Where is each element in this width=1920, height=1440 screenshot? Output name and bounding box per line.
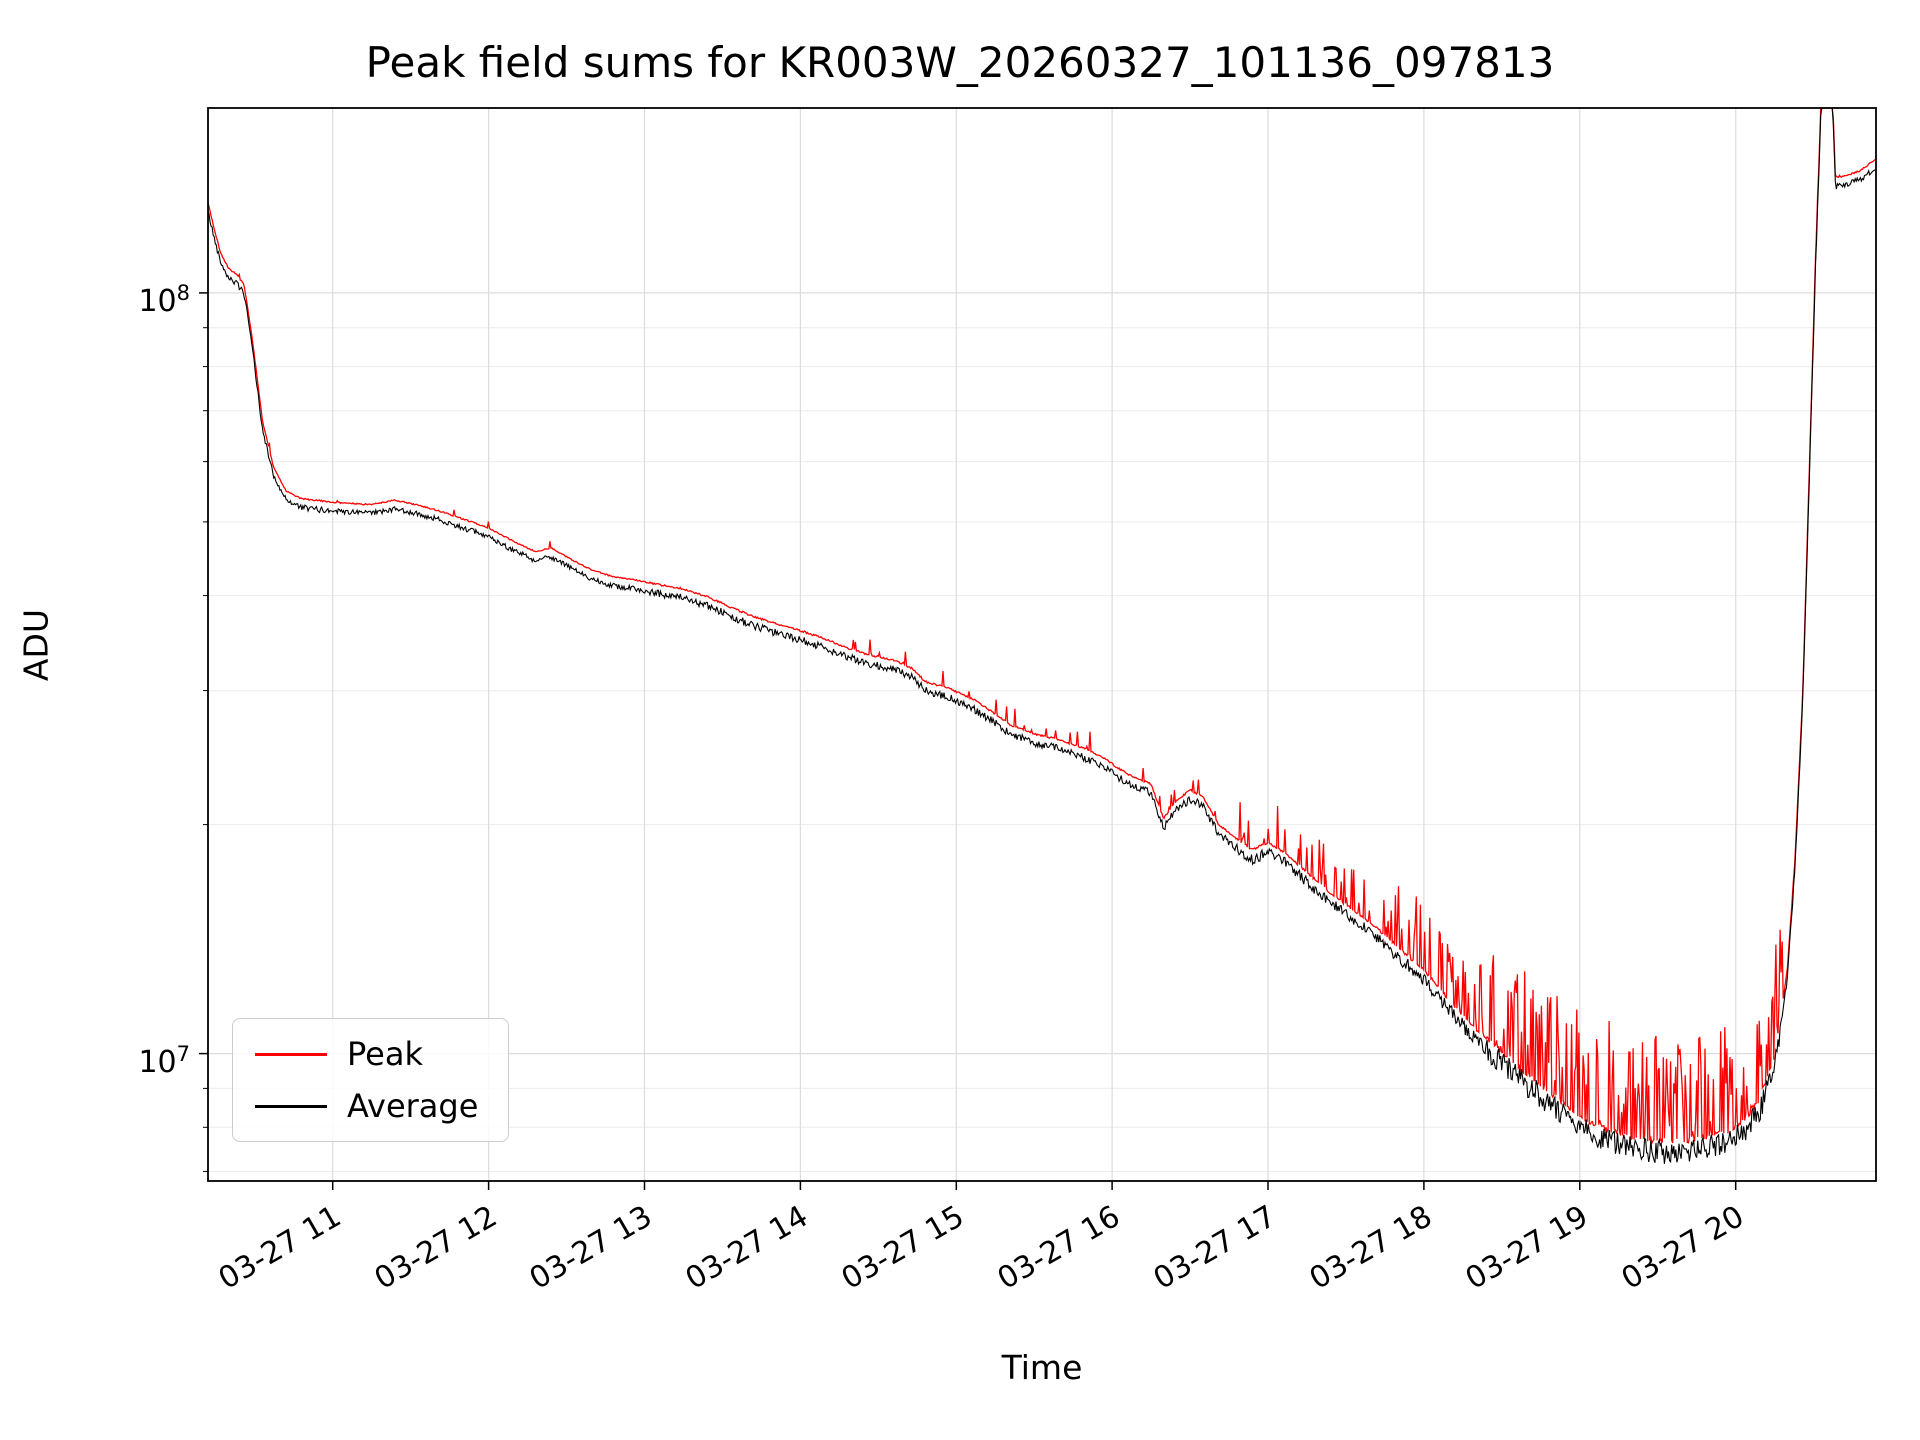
legend-label-peak: Peak <box>347 1035 423 1073</box>
x-axis-label: Time <box>1001 1348 1083 1387</box>
y-tick-label: 107 <box>138 1041 190 1080</box>
legend-item-average: Average <box>255 1087 478 1125</box>
average-series-line <box>207 107 1876 1164</box>
peak-series-line <box>207 107 1877 1146</box>
legend-item-peak: Peak <box>255 1035 478 1073</box>
y-axis-label: ADU <box>16 608 56 682</box>
legend-label-average: Average <box>347 1087 479 1125</box>
axis-frame <box>207 107 1877 1182</box>
chart-title: Peak field sums for KR003W_20260327_1011… <box>365 38 1555 87</box>
peak-line-swatch <box>255 1052 327 1056</box>
y-tick-label: 108 <box>138 280 190 319</box>
legend: Peak Average <box>232 1018 510 1142</box>
average-line-swatch <box>255 1104 327 1108</box>
